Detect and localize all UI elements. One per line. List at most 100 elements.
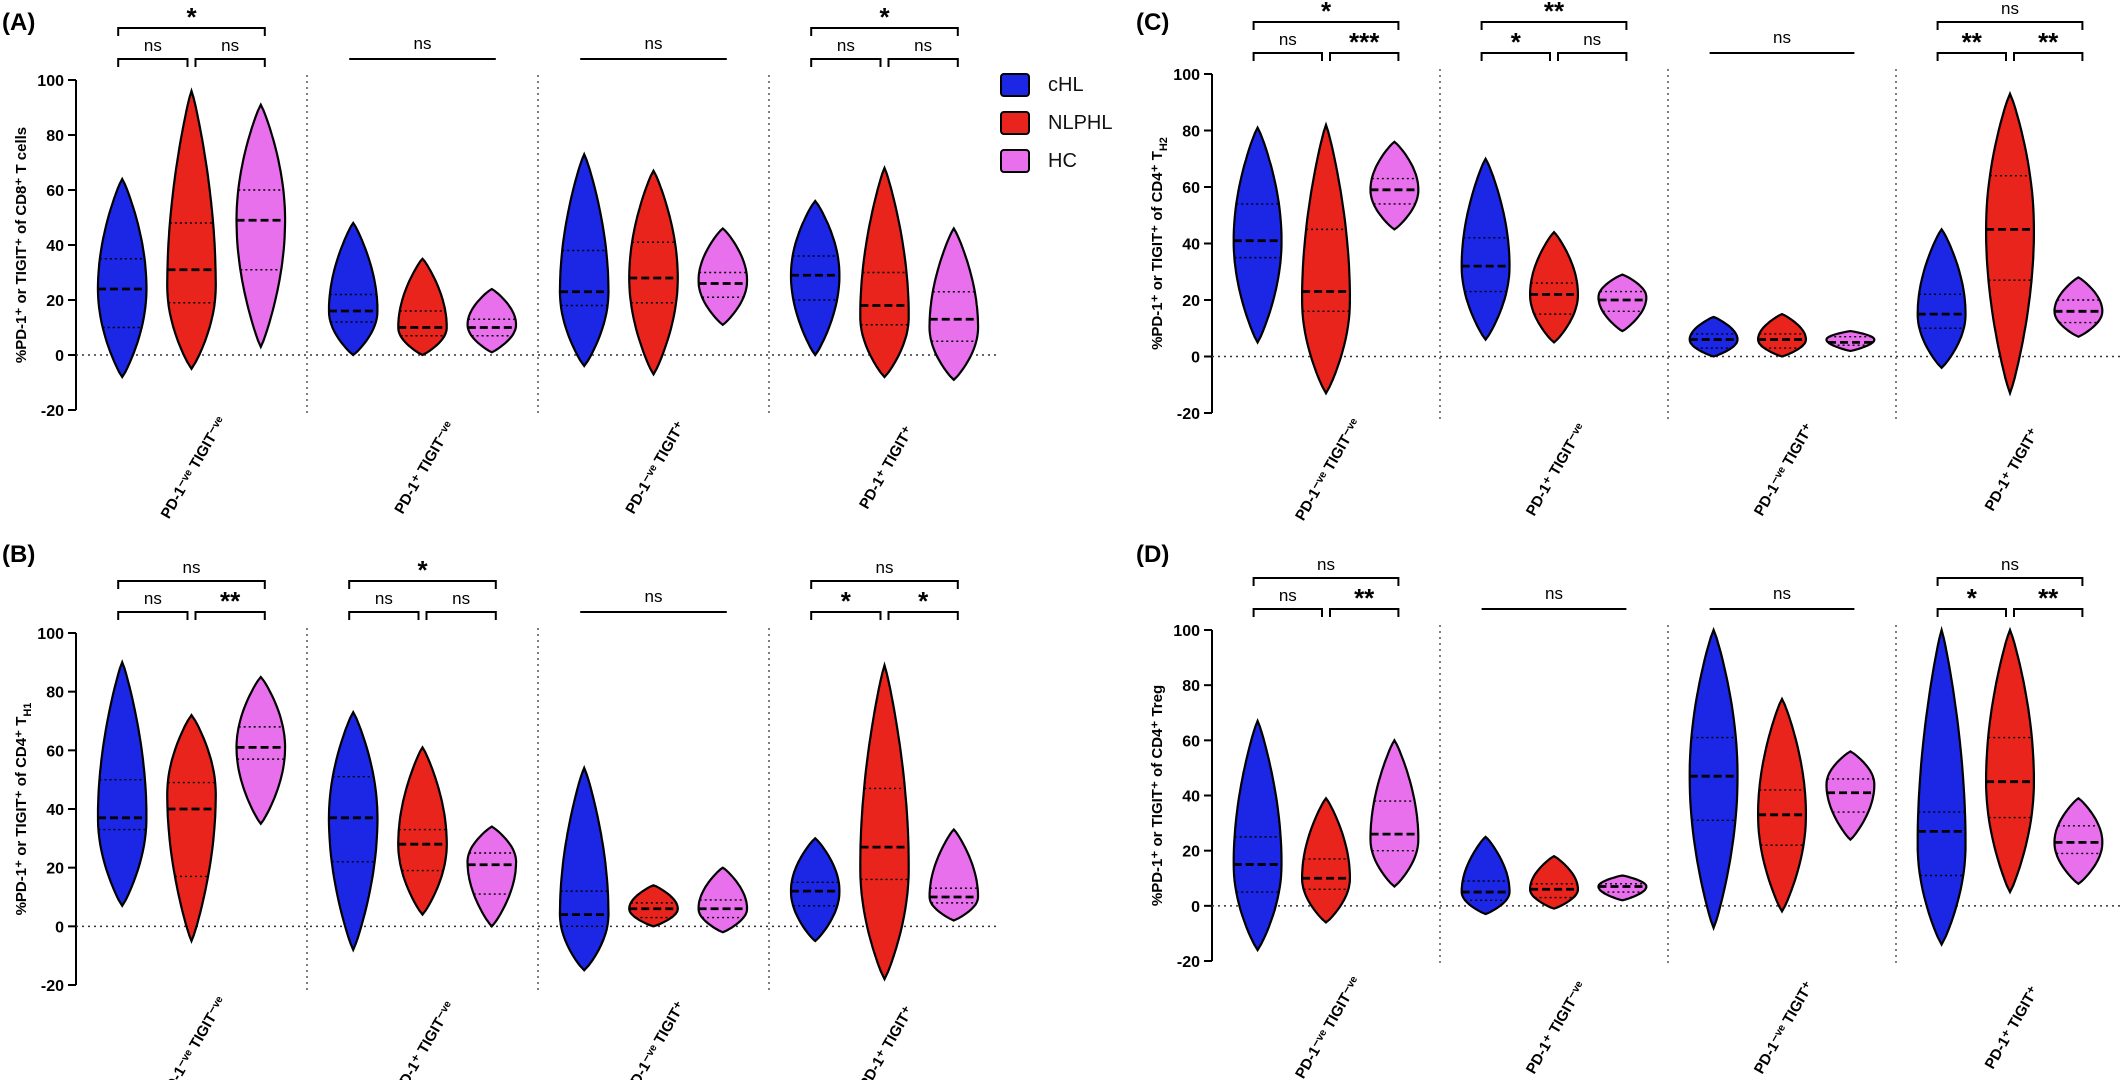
y-tick-label: 60 — [1182, 733, 1200, 750]
violin-nlphl — [1301, 121, 1351, 396]
violin-nlphl — [166, 713, 217, 945]
violin-chl — [1232, 718, 1283, 953]
significance-nlphl-hc-bracket — [425, 611, 497, 620]
significance-overall-label: ** — [1544, 0, 1565, 26]
y-axis-label: %PD-1⁺ or TIGIT⁺ of CD4⁺ TH2 — [1149, 137, 1170, 350]
violin-chl — [558, 151, 610, 368]
significance-nlphl-hc-label: ** — [220, 586, 241, 616]
significance-overall-bracket — [810, 27, 959, 36]
significance-chl-nlphl-bracket — [1936, 608, 2007, 617]
significance-overall-bracket — [117, 580, 266, 589]
x-category-label: PD-1⁻ᵛᵉ TIGIT⁻ᵛᵉ — [1292, 416, 1364, 524]
y-tick-label: 100 — [37, 626, 64, 643]
violin-nlphl — [628, 168, 679, 377]
violin-nlphl — [859, 661, 910, 982]
violin-chl — [1688, 626, 1739, 932]
y-tick-label: -20 — [1177, 954, 1200, 971]
significance-nlphl-hc-label: ** — [2038, 583, 2059, 613]
significance-overall-label: ns — [414, 34, 432, 53]
legend-swatch-chl — [1000, 73, 1030, 97]
legend-item-nlphl: NLPHL — [1000, 104, 1112, 142]
significance-chl-nlphl-label: ns — [837, 36, 855, 55]
significance-chl-nlphl-label: ns — [144, 589, 162, 608]
y-tick-label: 20 — [1182, 844, 1200, 861]
significance-overall-bracket — [1480, 21, 1628, 30]
x-category-label: PD-1⁺ TIGIT⁻ᵛᵉ — [1523, 420, 1590, 519]
panel-b: (B) -20 0 20 40 60 80 100 %PD-1⁺ or TIGIT⁺ of CD… — [2, 541, 1000, 1080]
y-tick-label: 60 — [46, 183, 64, 200]
violin-hc — [1597, 273, 1648, 333]
violin-chl — [327, 709, 379, 953]
violin-hc — [928, 226, 980, 382]
significance-overall-bracket — [1252, 21, 1400, 30]
significance-overall-label: ns — [2001, 555, 2019, 574]
legend-item-hc: HC — [1000, 142, 1112, 180]
x-category-label: PD-1⁻ᵛᵉ TIGIT⁻ᵛᵉ — [158, 414, 230, 522]
significance-nlphl-hc-label: ns — [914, 36, 932, 55]
violin-chl — [789, 199, 841, 357]
y-tick-label: 0 — [55, 348, 64, 365]
y-tick-label: 20 — [1182, 293, 1200, 310]
violin-nlphl — [628, 884, 679, 928]
significance-overall-label: ns — [1773, 28, 1791, 47]
significance-chl-nlphl-label: * — [841, 586, 852, 616]
violin-hc — [2053, 796, 2104, 886]
panel-label: (C) — [1136, 9, 1169, 36]
violin-hc — [1825, 329, 1876, 353]
significance-nlphl-hc-label: * — [918, 586, 929, 616]
violin-nlphl — [397, 745, 448, 917]
significance-overall-label: ns — [645, 587, 663, 606]
x-category-label: PD-1⁺ TIGIT⁺ — [1982, 425, 2043, 514]
significance-overall-label: * — [186, 2, 197, 32]
violin-chl — [1916, 625, 1967, 947]
y-tick-label: 60 — [46, 743, 64, 760]
y-tick-label: -20 — [41, 403, 64, 420]
significance-nlphl-hc-label: ns — [221, 36, 239, 55]
significance-overall-label: ns — [183, 558, 201, 577]
violin-hc — [235, 675, 287, 826]
significance-nlphl-hc-bracket — [1557, 52, 1628, 61]
significance-chl-nlphl-bracket — [1936, 52, 2007, 61]
significance-nlphl-hc-bracket — [2013, 608, 2084, 617]
legend-swatch-hc — [1000, 149, 1030, 173]
legend: cHL NLPHL HC — [1000, 66, 1112, 180]
violin-chl — [327, 221, 379, 357]
violin-chl — [558, 764, 610, 972]
panel-label: (A) — [2, 9, 35, 36]
violin-hc — [2053, 276, 2104, 338]
significance-overall-bracket — [810, 580, 959, 589]
legend-label-chl: cHL — [1048, 73, 1084, 96]
y-tick-label: 80 — [1182, 124, 1200, 141]
x-category-label: PD-1⁺ TIGIT⁻ᵛᵉ — [391, 418, 458, 517]
significance-overall-label: ns — [1773, 584, 1791, 603]
x-category-label: PD-1⁻ᵛᵉ TIGIT⁺ — [1751, 421, 1818, 519]
x-category-label: PD-1⁻ᵛᵉ TIGIT⁺ — [622, 999, 689, 1080]
panel-c: (C) -20 0 20 40 60 80 100 %PD-1⁺ or TIGIT⁺ of CD… — [1136, 0, 2124, 524]
violin-nlphl — [1757, 312, 1807, 358]
x-category-label: PD-1⁻ᵛᵉ TIGIT⁻ᵛᵉ — [158, 994, 230, 1080]
x-category-label: PD-1⁺ TIGIT⁺ — [856, 423, 917, 512]
violin-nlphl — [1301, 796, 1351, 924]
violin-hc — [1369, 140, 1420, 231]
x-category-label: PD-1⁺ TIGIT⁺ — [856, 1003, 917, 1080]
violin-chl — [96, 176, 148, 380]
y-tick-label: 0 — [1191, 350, 1200, 367]
violin-nlphl — [397, 257, 448, 357]
violin-chl — [1688, 315, 1739, 358]
y-tick-label: 0 — [1191, 899, 1200, 916]
significance-chl-nlphl-bracket — [1252, 608, 1323, 617]
significance-overall-bracket — [348, 580, 497, 589]
violin-chl — [1460, 156, 1511, 342]
y-tick-label: 20 — [46, 861, 64, 878]
y-axis-label: %PD-1⁺ or TIGIT⁺ of CD8⁺ T cells — [13, 127, 30, 363]
violin-hc — [928, 827, 980, 922]
legend-swatch-nlphl — [1000, 111, 1030, 135]
y-tick-label: 40 — [46, 238, 64, 255]
significance-nlphl-hc-bracket — [194, 611, 266, 620]
y-tick-label: 40 — [46, 802, 64, 819]
x-category-label: PD-1⁺ TIGIT⁻ᵛᵉ — [391, 998, 458, 1080]
y-axis-label: %PD-1⁺ or TIGIT⁺ of CD4⁺ Treg — [1149, 685, 1166, 906]
y-tick-label: 100 — [37, 73, 64, 90]
y-tick-label: 40 — [1182, 789, 1200, 806]
y-axis-label-subscript: H1 — [22, 703, 34, 717]
